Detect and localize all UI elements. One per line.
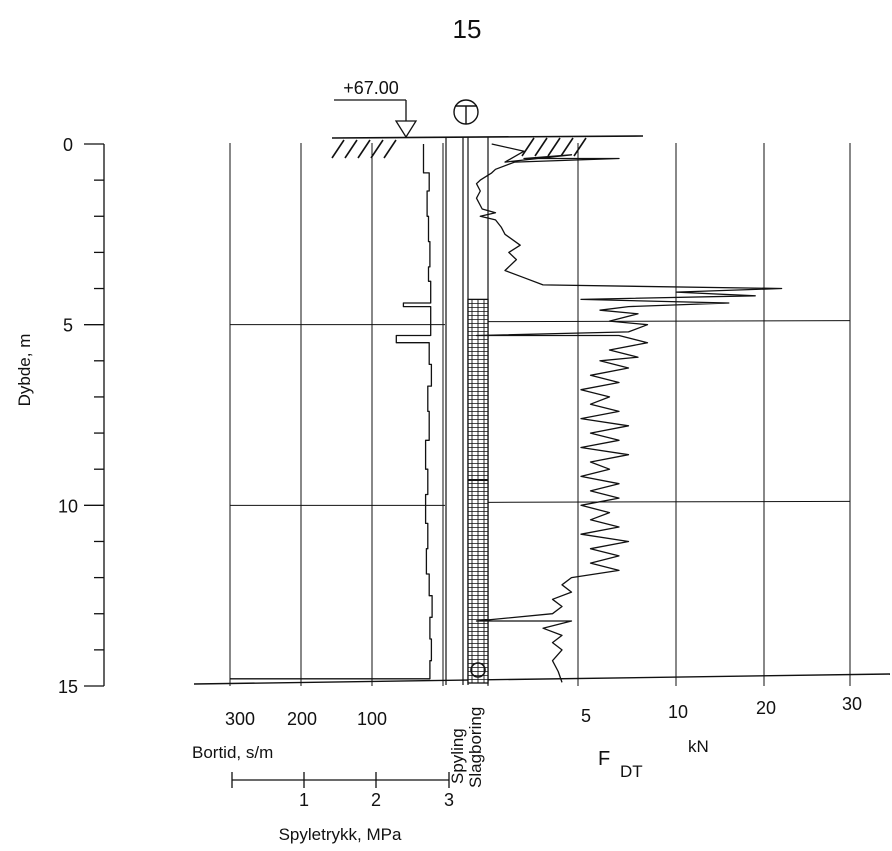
drilling-method-columns: Spyling Slagboring [445, 137, 489, 788]
force-axis-subscript: DT [620, 762, 643, 781]
bortid-tick-label: 100 [357, 709, 387, 729]
ground-hatch [521, 137, 535, 157]
ground-hatch [547, 137, 561, 157]
ground-hatch [344, 139, 358, 159]
ground-hatch [370, 139, 384, 159]
spyletrykk-axis-label: Spyletrykk, MPa [279, 825, 402, 844]
page-number: 15 [453, 14, 482, 44]
depth-tick-label: 15 [58, 677, 78, 697]
bortid-tick-label: 200 [287, 709, 317, 729]
bortid-tick-label: 300 [225, 709, 255, 729]
ground-hatch [573, 137, 587, 157]
ground-level-triangle-icon [394, 120, 418, 139]
ground-hatch [331, 139, 345, 159]
data-series [230, 143, 783, 683]
spyletrykk-tick-label: 1 [299, 790, 309, 810]
ground-level-marker: +67.00 [334, 78, 418, 139]
bottom-baseline [193, 673, 891, 685]
t-symbol-icon [453, 99, 479, 125]
ground-hatch [534, 137, 548, 157]
ground-level-label: +67.00 [343, 78, 399, 98]
slagboring-column-label: Slagboring [466, 707, 485, 788]
force-axis-label: F [598, 748, 610, 770]
axes: 0 5 10 15 300 200 100 1 2 3 5 10 20 30 [58, 135, 862, 810]
spyletrykk-tick-label: 3 [444, 790, 454, 810]
bortid-series-line [230, 144, 433, 680]
depth-tick-label: 5 [63, 316, 73, 336]
depth-gridline [487, 320, 851, 323]
force-series-line [475, 143, 783, 683]
depth-tick-label: 0 [63, 135, 73, 155]
spyletrykk-tick-label: 2 [371, 790, 381, 810]
force-tick-label: 30 [842, 694, 862, 714]
plot-grid [193, 135, 891, 686]
depth-gridline [487, 500, 851, 503]
bortid-axis-label: Bortid, s/m [192, 743, 273, 762]
depth-axis-label: Dybde, m [15, 334, 34, 407]
spyling-column-label: Spyling [448, 728, 467, 784]
ground-hatch [560, 137, 574, 157]
force-tick-label: 10 [668, 702, 688, 722]
force-tick-label: 5 [581, 706, 591, 726]
ground-hatch [357, 139, 371, 159]
depth-tick-label: 10 [58, 496, 78, 516]
stop-circle-icon [470, 662, 486, 678]
force-axis-unit: kN [688, 737, 709, 756]
force-tick-label: 20 [756, 698, 776, 718]
ground-hatch [383, 139, 397, 159]
